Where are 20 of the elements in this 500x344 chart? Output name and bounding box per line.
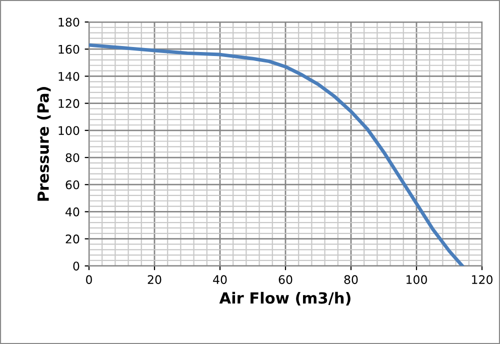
x-tick-label: 120	[472, 275, 492, 284]
x-tick-label: 0	[86, 275, 92, 284]
x-tick-label: 20	[148, 275, 162, 284]
y-axis-title: Pressure (Pa)	[37, 87, 51, 201]
x-axis-title: Air Flow (m3/h)	[219, 292, 350, 306]
x-tick-label: 40	[213, 275, 227, 284]
y-tick-label: 20	[66, 234, 80, 244]
y-tick-label: 180	[58, 18, 80, 27]
y-tick-label: 40	[66, 207, 80, 216]
y-tick-label: 100	[58, 126, 80, 136]
x-tick-label: 80	[344, 275, 358, 284]
y-tick-label: 80	[66, 153, 80, 162]
y-tick-label: 160	[58, 44, 80, 54]
x-tick-label: 100	[406, 275, 427, 284]
y-tick-label: 120	[58, 99, 80, 108]
line-series	[89, 43, 464, 266]
y-tick-label: 0	[73, 262, 80, 271]
x-tick-label: 60	[278, 275, 292, 284]
y-tick-label: 140	[58, 72, 80, 81]
y-tick-label: 60	[66, 180, 80, 190]
